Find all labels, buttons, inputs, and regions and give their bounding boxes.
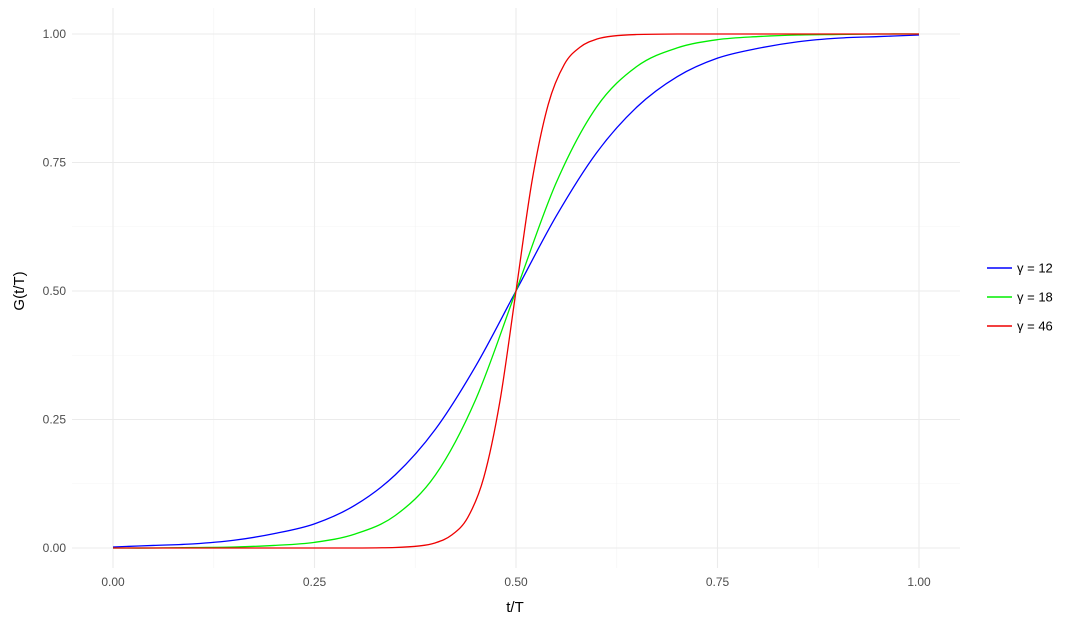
y-tick-label: 0.25	[43, 413, 67, 427]
legend-label: γ = 46	[1017, 319, 1053, 334]
x-tick-label: 0.00	[101, 575, 125, 589]
y-tick-label: 0.00	[43, 541, 67, 555]
x-tick-label: 0.50	[504, 575, 528, 589]
legend-item-gamma-18: γ = 18	[987, 290, 1053, 305]
y-axis-title: G(t/T)	[11, 271, 28, 310]
x-tick-label: 0.75	[706, 575, 730, 589]
y-tick-label: 1.00	[43, 27, 67, 41]
series-lines	[112, 33, 920, 549]
legend: γ = 12 γ = 18 γ = 46	[987, 261, 1053, 334]
legend-label: γ = 12	[1017, 261, 1053, 276]
x-axis-tick-labels: 0.00 0.25 0.50 0.75 1.00	[101, 575, 931, 589]
legend-item-gamma-46: γ = 46	[987, 319, 1053, 334]
series-line-gamma-46	[112, 33, 919, 549]
legend-label: γ = 18	[1017, 290, 1053, 305]
x-tick-label: 1.00	[907, 575, 931, 589]
legend-item-gamma-12: γ = 12	[987, 261, 1053, 276]
y-axis-tick-labels: 0.00 0.25 0.50 0.75 1.00	[43, 27, 67, 555]
x-axis-title: t/T	[506, 599, 524, 616]
y-tick-label: 0.75	[43, 156, 67, 170]
x-tick-label: 0.25	[303, 575, 327, 589]
y-tick-label: 0.50	[43, 284, 67, 298]
